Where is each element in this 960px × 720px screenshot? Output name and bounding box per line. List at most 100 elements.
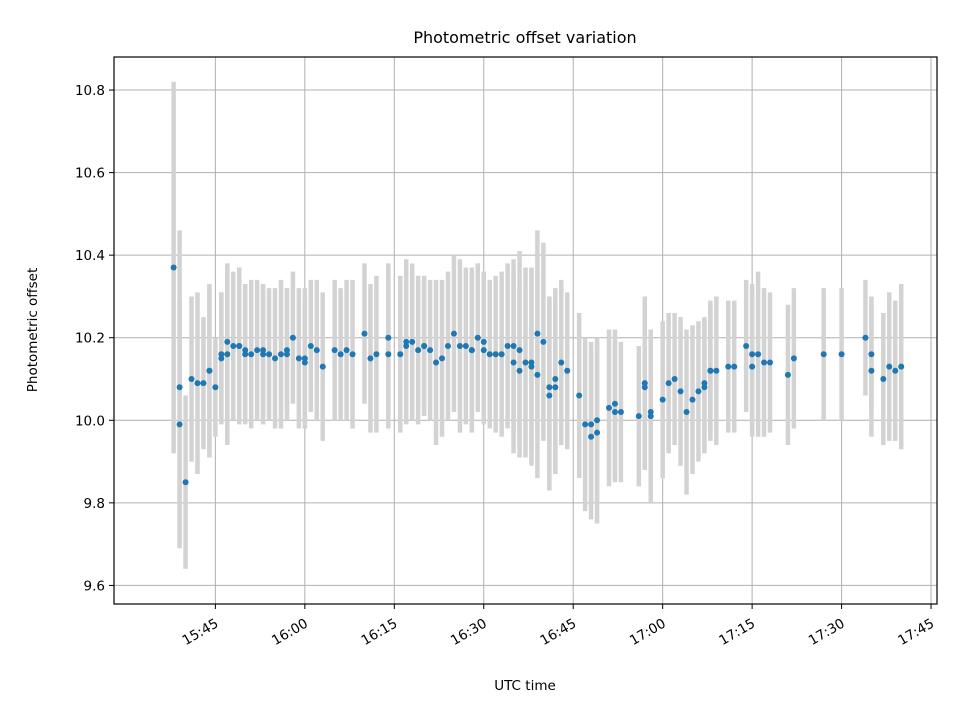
x-axis-label: UTC time [494,678,556,694]
data-point [343,347,350,354]
data-point [761,359,768,366]
data-point [641,384,648,391]
data-point [868,351,875,358]
data-point [480,338,487,345]
data-point [701,384,708,391]
data-point [367,355,374,362]
data-point [212,384,219,391]
data-point [301,359,308,366]
data-point [224,338,231,345]
data-point [272,355,279,362]
data-point [194,380,201,387]
data-point [689,396,696,403]
data-point [635,413,642,420]
data-point [510,359,517,366]
data-point [260,351,267,358]
data-point [611,409,618,416]
data-point [427,347,434,354]
data-point [486,351,493,358]
data-point [713,367,720,374]
data-point [283,351,290,358]
plot-frame [113,56,938,605]
data-point [588,421,595,428]
data-point [671,376,678,383]
data-point [504,342,511,349]
data-point [528,359,535,366]
data-point [450,330,457,337]
data-point [283,347,290,354]
data-point [862,334,869,341]
data-point [433,359,440,366]
y-axis-label: Photometric offset [25,268,41,392]
data-point [641,380,648,387]
data-point [647,409,654,416]
data-point [784,371,791,378]
data-point [886,363,893,370]
data-point [456,342,463,349]
data-point [266,351,273,358]
data-point [319,363,326,370]
data-point [373,351,380,358]
data-point [492,351,499,358]
data-point [516,367,523,374]
data-point [170,264,177,271]
data-point [790,355,797,362]
data-point [605,404,612,411]
data-point [725,363,732,370]
data-point [516,347,523,354]
data-point [295,355,302,362]
data-point [397,351,404,358]
data-point [200,380,207,387]
data-point [701,380,708,387]
data-point [880,376,887,383]
data-point [248,351,255,358]
data-point [474,334,481,341]
data-point [409,338,416,345]
data-point [242,351,249,358]
chart-title: Photometric offset variation [413,28,636,47]
data-point [749,351,756,358]
data-point [337,351,344,358]
data-points [170,264,905,486]
data-point [468,347,475,354]
data-point [576,392,583,399]
data-point [546,392,553,399]
data-point [528,363,535,370]
data-point [289,334,296,341]
data-point [403,342,410,349]
data-point [552,384,559,391]
data-point [558,359,565,366]
y-tick-label: 10.6 [75,166,105,182]
data-point [617,409,624,416]
data-point [260,347,267,354]
data-point [594,429,601,436]
data-point [892,367,899,374]
data-point [868,367,875,374]
data-point [683,409,690,416]
data-point [182,479,189,486]
data-point [659,396,666,403]
data-point [462,342,469,349]
data-point [582,421,589,428]
data-point [820,351,827,358]
y-tick-label: 9.8 [84,496,105,512]
data-point [254,347,261,354]
data-point [534,371,541,378]
y-tick-label: 10.0 [75,413,105,429]
data-point [677,388,684,395]
y-tick-label: 10.2 [75,331,105,347]
data-point [647,413,654,420]
data-point [176,384,183,391]
data-point [480,347,487,354]
data-point [564,367,571,374]
data-point [307,342,314,349]
data-point [218,355,225,362]
data-point [731,363,738,370]
data-point [230,342,237,349]
data-point [552,376,559,383]
data-point [767,359,774,366]
data-point [331,347,338,354]
data-point [415,347,422,354]
data-point [743,342,750,349]
data-point [665,380,672,387]
